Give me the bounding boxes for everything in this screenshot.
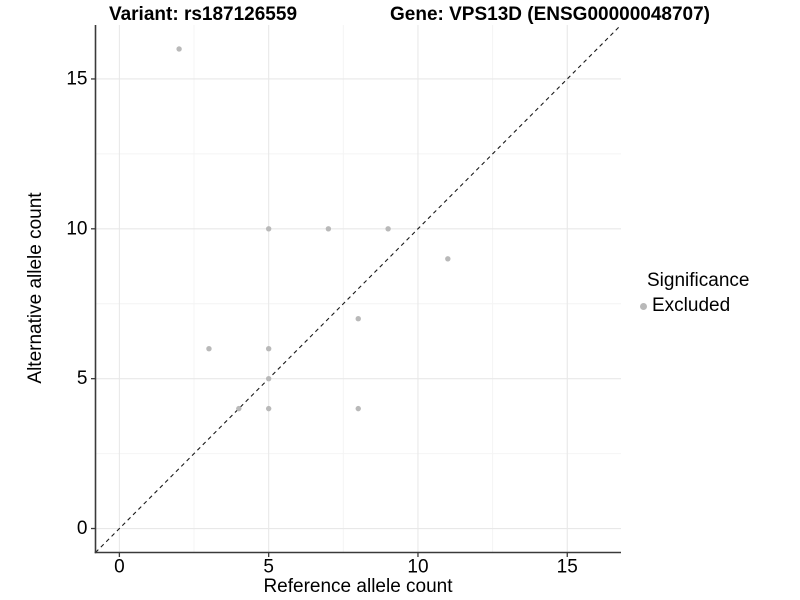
data-point bbox=[206, 345, 212, 352]
plot-title-gene: Gene: VPS13D (ENSG00000048707) bbox=[389, 4, 711, 25]
legend-item-label: Excluded bbox=[652, 295, 731, 316]
data-point bbox=[355, 405, 361, 412]
x-axis-label: Reference allele count bbox=[263, 576, 453, 597]
data-point bbox=[385, 226, 391, 232]
y-tick-label: 0 bbox=[77, 518, 88, 539]
legend-title: Significance bbox=[647, 270, 750, 291]
x-tick-label: 5 bbox=[263, 556, 274, 577]
legend-point-icon bbox=[640, 302, 647, 310]
data-point bbox=[265, 375, 272, 382]
y-tick-label: 5 bbox=[77, 368, 88, 389]
plot-title-variant: Variant: rs187126559 bbox=[108, 4, 298, 25]
y-tick-label: 10 bbox=[66, 218, 87, 239]
legend: Significance Excluded bbox=[640, 270, 749, 317]
data-point bbox=[265, 405, 272, 412]
identity-line bbox=[95, 24, 622, 553]
data-point bbox=[176, 46, 182, 52]
data-point bbox=[265, 226, 272, 232]
x-tick-label: 15 bbox=[557, 556, 578, 577]
y-tick-label: 15 bbox=[66, 68, 87, 89]
data-point bbox=[236, 405, 242, 412]
data-point bbox=[325, 226, 332, 232]
data-point bbox=[355, 316, 361, 322]
x-tick-label: 0 bbox=[114, 556, 125, 577]
data-point bbox=[445, 256, 451, 262]
y-axis-label: Alternative allele count bbox=[25, 192, 46, 384]
data-point bbox=[265, 345, 272, 352]
legend-item-excluded: Excluded bbox=[640, 295, 749, 317]
x-tick-label: 10 bbox=[407, 556, 428, 577]
